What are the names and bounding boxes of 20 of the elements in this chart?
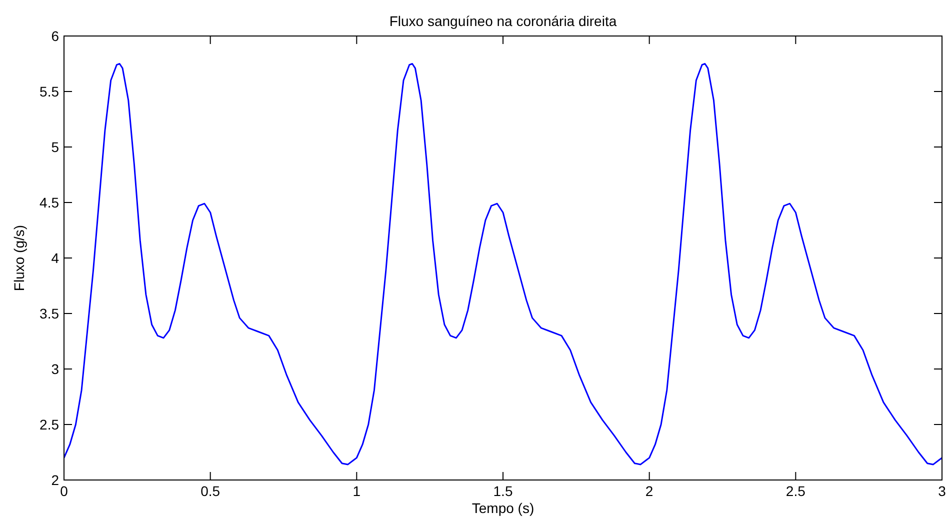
x-tick-label: 1.5	[493, 483, 513, 499]
y-tick-label: 6	[51, 28, 60, 44]
y-tick-label: 4	[51, 250, 60, 266]
y-axis-title: Fluxo (g/s)	[11, 224, 27, 292]
y-tick-label: 3	[51, 360, 60, 377]
y-tick-label: 2.5	[40, 416, 60, 432]
x-axis-title: Tempo (s)	[472, 500, 534, 516]
chart-title: Fluxo sanguíneo na coronária direita	[389, 13, 617, 29]
y-tick-label: 3.5	[40, 305, 60, 322]
x-tick-label: 3	[938, 483, 946, 499]
x-tick-label: 0	[60, 483, 68, 499]
y-tick-label: 2	[51, 472, 60, 488]
x-tick-label: 2	[645, 483, 654, 499]
x-tick-label: 0.5	[200, 483, 220, 499]
x-tick-label: 2.5	[786, 483, 806, 499]
y-tick-label: 5	[51, 138, 60, 155]
y-tick-label: 4.5	[40, 194, 60, 210]
y-tick-label: 5.5	[40, 83, 60, 100]
x-tick-label: 1	[352, 483, 361, 499]
line-series	[64, 63, 942, 466]
